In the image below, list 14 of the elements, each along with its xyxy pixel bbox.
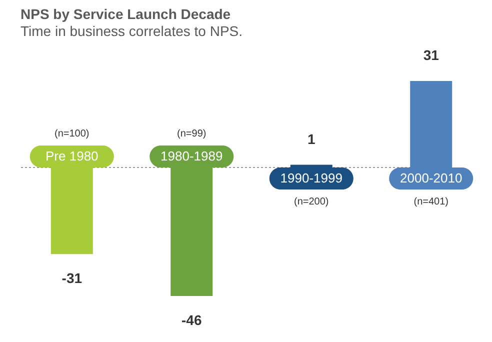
annotation: (n=100) [54,128,90,140]
data-label: -31 [62,270,82,286]
data-label: 31 [423,47,440,63]
x-tick-label: 1990-1999 [280,170,342,186]
annotation: (n=99) [177,128,206,140]
chart-title: NPS by Service Launch Decade [20,6,231,22]
annotation: (n=200) [294,196,329,208]
chart-subtitle: Time in business correlates to NPS. [20,23,243,39]
x-tick-label: 1980-1989 [160,148,223,164]
annotation: (n=401) [414,196,448,208]
data-label: 1 [307,130,316,147]
x-tick-label: 2000-2010 [400,170,462,186]
x-tick-label: Pre 1980 [46,148,98,164]
data-label: -46 [182,312,202,328]
